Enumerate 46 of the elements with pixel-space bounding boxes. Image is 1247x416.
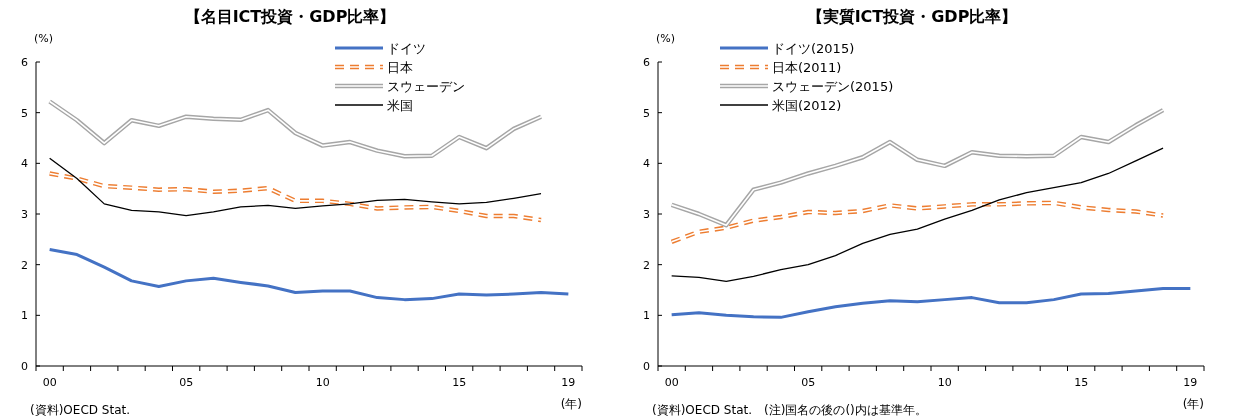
- legend-label: スウェーデン: [387, 79, 465, 94]
- x-tick-label: 00: [42, 376, 57, 389]
- x-tick-label: 10: [937, 376, 952, 389]
- x-tick-label: 15: [452, 376, 467, 389]
- y-tick-label: 3: [643, 208, 650, 221]
- x-tick-label: 15: [1074, 376, 1089, 389]
- chart-title: 【名目ICT投資・GDP比率】: [184, 7, 396, 26]
- line-series: [47, 171, 544, 223]
- y-tick-label: 1: [21, 309, 28, 323]
- y-tick-label: 0: [21, 360, 28, 373]
- x-tick-label: 10: [315, 376, 330, 389]
- legend-label: ドイツ(2015): [772, 41, 855, 56]
- y-tick-label: 2: [643, 258, 650, 272]
- legend-label: 米国: [387, 98, 413, 113]
- line-series: [49, 157, 542, 217]
- x-tick-label: 05: [801, 376, 816, 389]
- chart-title: 【実質ICT投資・GDP比率】: [806, 7, 1018, 26]
- x-axis-title: (年): [1182, 397, 1204, 411]
- y-tick-label: 5: [643, 106, 650, 120]
- legend-label: ドイツ: [387, 41, 426, 56]
- line-series: [47, 99, 544, 159]
- y-tick-label: 2: [21, 258, 28, 272]
- text: (資料)OECD Stat. (注)国名の後の()内は基準年。: [652, 403, 927, 416]
- x-tick-label: 05: [179, 376, 194, 389]
- line-series: [48, 247, 570, 302]
- line-series: [671, 147, 1164, 283]
- legend-label: 日本(2011): [772, 60, 842, 75]
- y-tick-label: 0: [643, 360, 650, 373]
- text: (資料)OECD Stat.: [30, 403, 131, 416]
- line-series: [670, 286, 1192, 319]
- legend-label: 日本: [387, 60, 413, 75]
- x-tick-label: 19: [561, 376, 576, 389]
- y-tick-label: 5: [21, 106, 28, 120]
- y-tick-label: 3: [21, 208, 28, 221]
- legend-label: 米国(2012): [772, 98, 842, 113]
- y-tick-label: 1: [643, 309, 650, 323]
- x-axis-title: (年): [560, 397, 582, 411]
- y-tick-label: 6: [643, 56, 650, 69]
- y-tick-label: 4: [21, 157, 28, 171]
- x-tick-label: 00: [664, 376, 679, 389]
- legend-label: スウェーデン(2015): [772, 79, 894, 94]
- y-tick-label: 4: [643, 157, 650, 171]
- y-axis-title: (%): [656, 32, 676, 45]
- x-tick-label: 19: [1183, 376, 1198, 389]
- y-tick-label: 6: [21, 56, 28, 69]
- y-axis-title: (%): [34, 32, 54, 45]
